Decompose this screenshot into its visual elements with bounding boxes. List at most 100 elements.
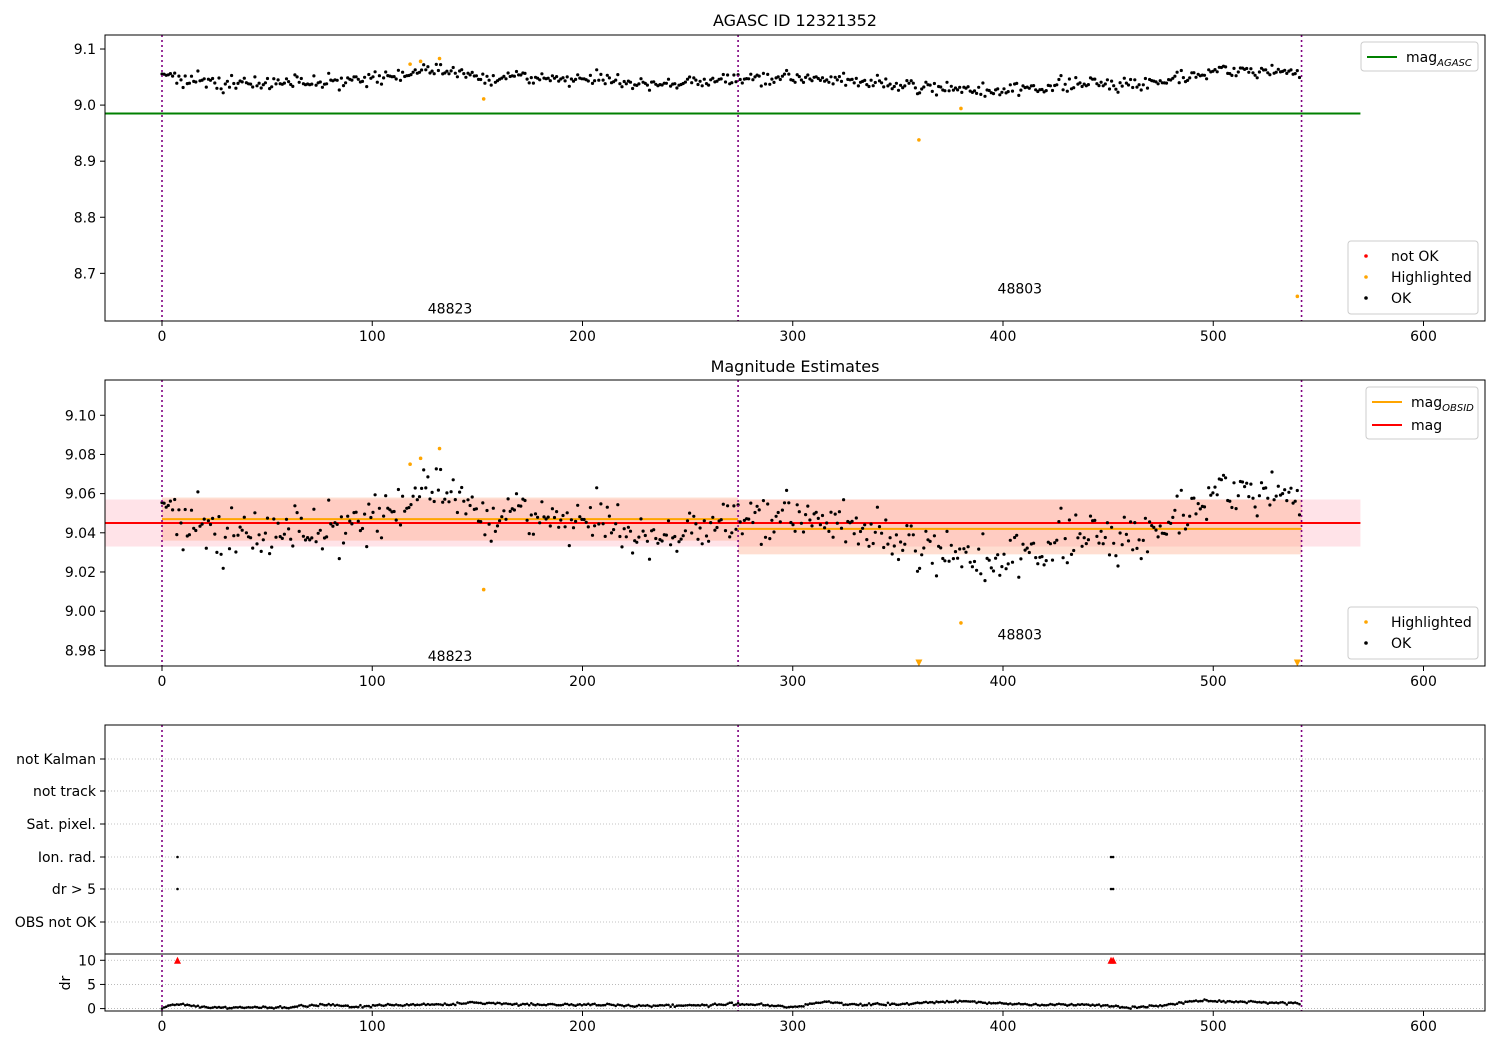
ok-point <box>759 542 763 547</box>
ok-point <box>719 77 723 81</box>
ok-point <box>932 81 937 86</box>
ok-point <box>1232 66 1236 70</box>
ok-point <box>563 79 567 83</box>
dr-point <box>812 1002 816 1005</box>
dr-point <box>489 1001 493 1005</box>
ok-point <box>483 533 487 537</box>
ok-point <box>1283 68 1287 72</box>
ok-point <box>620 545 624 549</box>
dr-point <box>1237 1000 1240 1004</box>
ok-point <box>877 525 882 529</box>
ok-point <box>1067 77 1071 81</box>
dr-point <box>466 1001 470 1004</box>
dr-point <box>990 1002 993 1005</box>
dr-point <box>650 1005 653 1009</box>
ok-point <box>1156 82 1160 86</box>
dr-point <box>162 1006 166 1009</box>
dr-point <box>1061 1003 1065 1006</box>
ok-point <box>394 77 398 81</box>
dr-point <box>622 1004 626 1008</box>
dr-point <box>1127 1006 1130 1010</box>
dr-point <box>620 1004 624 1007</box>
ok-point <box>559 518 563 522</box>
ok-point <box>869 522 873 526</box>
ok-point <box>538 78 542 82</box>
ok-point <box>1264 486 1268 490</box>
ok-point <box>903 542 907 546</box>
ok-point <box>571 526 576 530</box>
ok-point <box>200 522 204 526</box>
ok-point <box>1181 513 1185 517</box>
dr-point <box>1239 1000 1242 1003</box>
dr-point <box>175 1003 179 1006</box>
ok-point <box>669 84 673 88</box>
dr-point <box>289 1006 293 1009</box>
ok-point <box>274 82 278 86</box>
ok-point <box>894 81 899 85</box>
dr-point <box>327 1002 331 1006</box>
dr-point <box>293 1005 297 1008</box>
dr-point <box>1104 1004 1107 1007</box>
ok-point <box>1245 481 1249 485</box>
ok-point <box>645 539 650 543</box>
ok-point <box>793 80 797 84</box>
ok-point <box>455 75 459 79</box>
dr-point <box>907 1003 911 1006</box>
ok-point <box>272 517 276 521</box>
dr-point <box>983 1001 987 1005</box>
dr-point <box>658 1003 662 1007</box>
ok-point <box>960 90 964 94</box>
dr-point <box>903 1002 907 1006</box>
ok-point <box>1129 520 1133 524</box>
dr-point <box>536 1002 539 1006</box>
ok-point <box>850 519 854 523</box>
dr-point <box>249 1006 252 1009</box>
dr-point <box>1243 1000 1246 1004</box>
ok-point <box>768 537 772 541</box>
ok-point <box>928 83 932 87</box>
ok-point <box>949 543 953 547</box>
dr-point <box>878 1002 881 1006</box>
dr-point <box>441 1003 445 1007</box>
dr-point <box>962 999 966 1003</box>
ok-point <box>211 76 215 81</box>
dr-point <box>681 1004 685 1007</box>
ok-point <box>820 76 825 80</box>
dr-point <box>1274 1001 1278 1004</box>
dr-point <box>947 1000 951 1004</box>
dr-point <box>1253 1000 1257 1004</box>
dr-point <box>688 1003 691 1007</box>
ok-point <box>527 81 531 85</box>
dr-point <box>1047 1003 1050 1007</box>
dr-point <box>300 1003 303 1007</box>
ok-point <box>346 514 350 518</box>
ok-point <box>1152 525 1156 530</box>
ok-point <box>886 84 890 88</box>
ok-point <box>1034 556 1038 560</box>
ok-point <box>527 532 531 536</box>
ok-point <box>449 69 453 73</box>
dr-point <box>1133 1005 1137 1008</box>
dr-point <box>365 1004 369 1008</box>
ok-point <box>1158 524 1162 528</box>
ok-point <box>797 75 801 79</box>
dr-point <box>1070 1002 1073 1006</box>
ok-point <box>230 506 234 510</box>
highlighted-point <box>1295 294 1300 299</box>
ok-point <box>329 522 333 526</box>
y-tick-label: 9.06 <box>65 487 96 503</box>
dr-axis-label: dr <box>58 975 74 990</box>
ok-point <box>1198 507 1202 511</box>
x-tick-label: 300 <box>779 329 806 345</box>
ok-point <box>500 515 504 519</box>
dr-point <box>610 1003 613 1007</box>
dr-point <box>852 1002 856 1006</box>
ok-point <box>436 488 440 492</box>
ok-point <box>301 534 305 538</box>
ok-point <box>1027 550 1031 555</box>
ok-point <box>1107 87 1112 91</box>
ok-point <box>829 75 833 79</box>
dr-point <box>540 1003 544 1007</box>
dr-point <box>544 1003 548 1007</box>
dr-point <box>432 1003 436 1006</box>
